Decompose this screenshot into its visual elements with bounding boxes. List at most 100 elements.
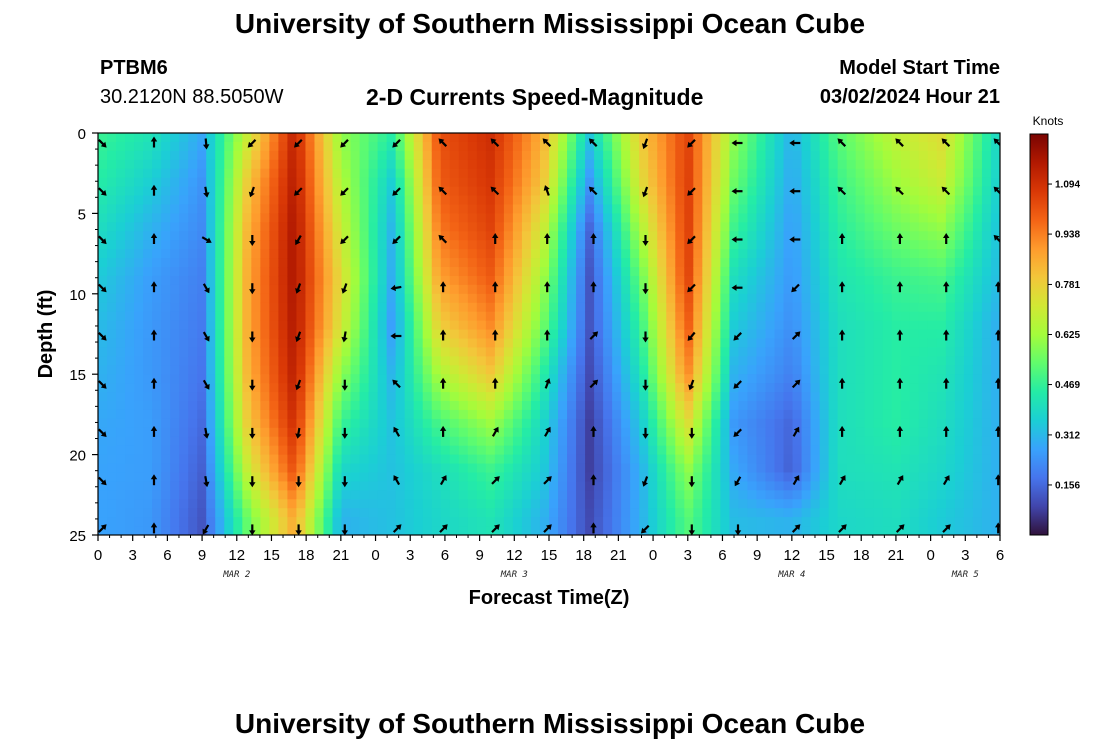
heatmap-cell xyxy=(711,508,721,518)
heatmap-cell xyxy=(413,329,424,340)
heatmap-cell xyxy=(567,195,577,206)
heatmap-cell xyxy=(567,472,577,482)
heatmap-cell xyxy=(530,338,541,348)
heatmap-cell xyxy=(233,401,243,411)
heatmap-cell xyxy=(927,347,938,357)
heatmap-cell xyxy=(711,356,721,366)
heatmap-cell xyxy=(188,481,198,491)
heatmap-cell xyxy=(539,374,550,384)
heatmap-cell xyxy=(792,159,803,170)
heatmap-cell xyxy=(639,472,649,482)
heatmap-cell xyxy=(972,374,983,384)
heatmap-cell xyxy=(494,374,505,384)
heatmap-cell xyxy=(882,490,893,500)
heatmap-cell xyxy=(648,195,658,206)
heatmap-cell xyxy=(738,454,749,465)
heatmap-cell xyxy=(891,401,902,411)
heatmap-cell xyxy=(693,517,703,527)
heatmap-cell xyxy=(729,141,740,152)
heatmap-cell xyxy=(296,311,307,322)
heatmap-cell xyxy=(485,284,496,295)
heatmap-cell xyxy=(738,383,749,393)
heatmap-cell xyxy=(954,240,965,250)
heatmap-cell xyxy=(729,275,740,286)
heatmap-cell xyxy=(855,159,866,170)
heatmap-cell xyxy=(188,436,198,447)
heatmap-cell xyxy=(729,409,740,420)
current-arrow xyxy=(544,378,551,389)
heatmap-cell xyxy=(567,409,577,420)
heatmap-cell xyxy=(305,472,316,482)
heatmap-cell xyxy=(828,240,839,250)
heatmap-cell xyxy=(422,311,433,322)
heatmap-cell xyxy=(945,365,956,375)
heatmap-cell xyxy=(377,472,388,482)
heatmap-cell xyxy=(341,195,352,206)
heatmap-cell xyxy=(260,374,270,384)
heatmap-cell xyxy=(801,436,812,447)
heatmap-cell xyxy=(720,418,730,429)
heatmap-cell xyxy=(503,472,514,482)
heatmap-cell xyxy=(774,392,785,402)
heatmap-cell xyxy=(981,338,992,348)
heatmap-cell xyxy=(485,249,496,259)
heatmap-cell xyxy=(594,490,604,500)
current-arrow xyxy=(995,474,1000,486)
heatmap-cell xyxy=(819,177,830,188)
heatmap-cell xyxy=(485,275,496,286)
heatmap-cell xyxy=(440,133,451,143)
heatmap-cell xyxy=(612,463,622,474)
heatmap-cell xyxy=(855,338,866,348)
heatmap-cell xyxy=(215,195,225,206)
heatmap-cell xyxy=(161,150,171,161)
heatmap-cell xyxy=(666,356,676,366)
heatmap-cell xyxy=(801,383,812,393)
heatmap-cell xyxy=(341,374,352,384)
heatmap-cell xyxy=(855,195,866,206)
heatmap-cell xyxy=(792,392,803,402)
heatmap-cell xyxy=(684,409,694,420)
heatmap-cell xyxy=(810,490,821,500)
heatmap-cell xyxy=(684,293,694,304)
heatmap-cell xyxy=(188,409,198,420)
heatmap-cell xyxy=(603,401,613,411)
heatmap-cell xyxy=(521,293,532,304)
current-arrow xyxy=(993,234,1000,243)
heatmap-cell xyxy=(801,338,812,348)
heatmap-cell xyxy=(530,374,541,384)
heatmap-cell xyxy=(810,302,821,313)
heatmap-cell xyxy=(179,338,189,348)
heatmap-cell xyxy=(576,481,586,491)
heatmap-cell xyxy=(576,258,586,268)
heatmap-cell xyxy=(711,275,721,286)
current-arrow xyxy=(687,331,696,341)
heatmap-cell xyxy=(666,159,676,170)
heatmap-cell xyxy=(729,133,740,143)
heatmap-cell xyxy=(594,302,604,313)
heatmap-cell xyxy=(377,526,388,535)
current-arrow xyxy=(589,379,599,389)
heatmap-cell xyxy=(693,526,703,535)
heatmap-cell xyxy=(702,401,712,411)
heatmap-cell xyxy=(116,418,126,429)
heatmap-cell xyxy=(774,311,785,322)
heatmap-cell xyxy=(359,213,370,223)
heatmap-cell xyxy=(404,365,415,375)
heatmap-cell xyxy=(269,508,279,518)
heatmap-cell xyxy=(224,454,234,465)
heatmap-cell xyxy=(558,347,568,357)
heatmap-cell xyxy=(864,490,875,500)
heatmap-cell xyxy=(170,150,180,161)
heatmap-cell xyxy=(98,526,108,535)
heatmap-cell xyxy=(206,258,216,268)
heatmap-cell xyxy=(233,454,243,465)
heatmap-cell xyxy=(179,472,189,482)
heatmap-cell xyxy=(485,133,496,143)
heatmap-cell xyxy=(972,240,983,250)
heatmap-cell xyxy=(314,150,325,161)
heatmap-cell xyxy=(152,508,162,518)
heatmap-cell xyxy=(846,356,857,366)
heatmap-cell xyxy=(323,150,334,161)
heatmap-cell xyxy=(134,177,144,188)
heatmap-cell xyxy=(143,186,153,197)
